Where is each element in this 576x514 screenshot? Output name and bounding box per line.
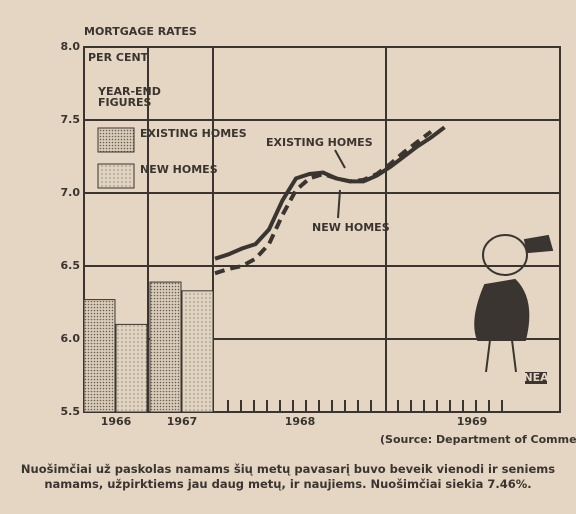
- caption: Nuošimčiai už paskolas namams šių metų p…: [20, 462, 556, 510]
- annotation: EXISTING HOMES: [266, 136, 373, 149]
- y-tick-label: 6.5: [61, 259, 81, 272]
- y-tick-label: 7.5: [61, 113, 81, 126]
- y-tick-label: 5.5: [61, 405, 81, 418]
- cartoon: [475, 235, 552, 372]
- y-label: PER CENT: [88, 51, 149, 64]
- x-tick-label: 1968: [285, 415, 316, 428]
- bar: [182, 291, 213, 412]
- logo: NEA: [523, 371, 549, 384]
- source: (Source: Department of Commerce): [380, 433, 576, 446]
- bar: [116, 324, 147, 412]
- y-tick-label: 7.0: [61, 186, 81, 199]
- annotation-arrow: [335, 150, 345, 168]
- chart: MORTGAGE RATES PER CENT YEAR-END FIGURES…: [0, 0, 576, 460]
- legend-swatch: [98, 164, 134, 188]
- chart-title: MORTGAGE RATES: [84, 25, 197, 38]
- note: FIGURES: [98, 96, 152, 109]
- y-tick-label: 6.0: [61, 332, 81, 345]
- legend-swatch: [98, 128, 134, 152]
- y-tick-label: 8.0: [61, 40, 81, 53]
- bar: [150, 282, 181, 412]
- x-tick-label: 1966: [101, 415, 132, 428]
- line: [215, 132, 431, 274]
- page: MORTGAGE RATES PER CENT YEAR-END FIGURES…: [0, 0, 576, 460]
- annotation: NEW HOMES: [312, 221, 390, 234]
- bar: [84, 300, 115, 412]
- legend-label: EXISTING HOMES: [140, 127, 247, 140]
- annotation-arrow: [338, 190, 340, 218]
- x-tick-label: 1969: [457, 415, 488, 428]
- x-tick-label: 1967: [167, 415, 198, 428]
- legend-label: NEW HOMES: [140, 163, 218, 176]
